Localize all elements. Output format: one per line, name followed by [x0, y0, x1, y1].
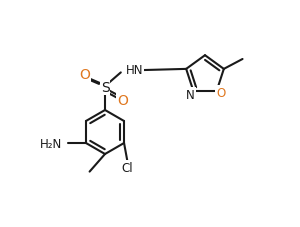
Text: Cl: Cl: [122, 161, 133, 174]
Text: HN: HN: [126, 64, 143, 76]
Text: O: O: [117, 94, 128, 107]
Text: H₂N: H₂N: [40, 137, 62, 150]
Text: O: O: [216, 86, 225, 99]
Text: S: S: [100, 81, 109, 94]
Text: O: O: [79, 68, 90, 81]
Text: N: N: [186, 88, 195, 101]
